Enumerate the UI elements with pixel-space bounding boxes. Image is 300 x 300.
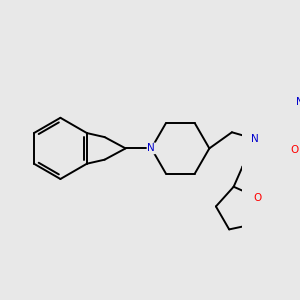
Text: O: O [291, 145, 299, 155]
Text: N: N [148, 143, 155, 153]
Text: N: N [296, 98, 300, 107]
Text: O: O [254, 193, 262, 202]
Text: N: N [250, 134, 258, 144]
